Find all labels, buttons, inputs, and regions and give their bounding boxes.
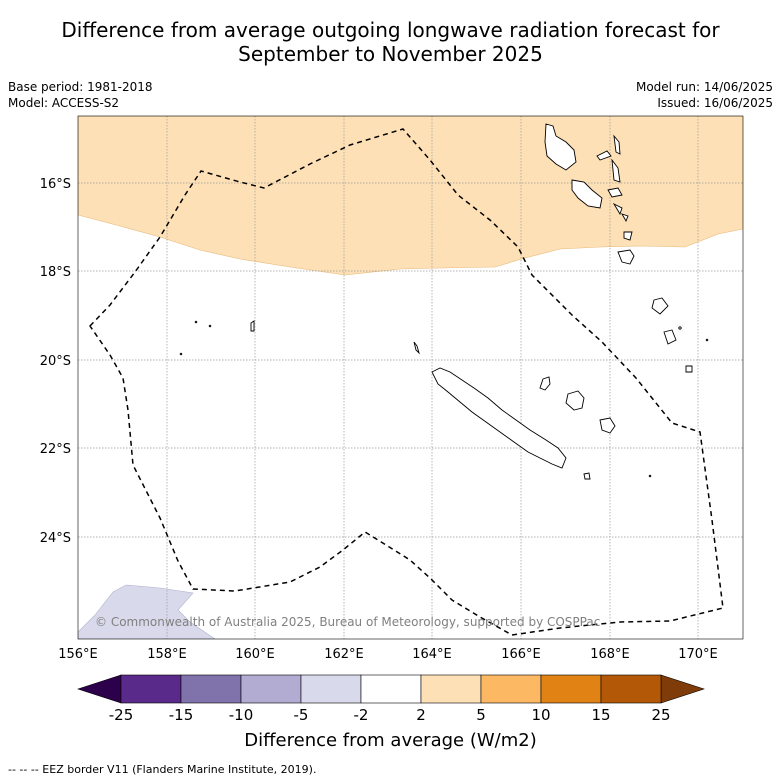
meta-left: Base period: 1981-2018 Model: ACCESS-S2: [8, 79, 153, 111]
colorbar-tick-label: 15: [591, 706, 610, 724]
pentecost-island: [611, 158, 621, 183]
lifou-island: [565, 390, 585, 411]
lat-label: 20°S: [40, 354, 71, 369]
lon-label: 160°E: [235, 647, 275, 662]
ambrym-island: [607, 187, 623, 198]
model-run: Model run: 14/06/2025: [635, 80, 773, 94]
ouvea-island: [539, 376, 551, 391]
lon-label: 162°E: [324, 647, 364, 662]
longitude-labels: 156°E 158°E 160°E 162°E 164°E 166°E 168°…: [58, 647, 718, 662]
lon-label: 164°E: [412, 647, 452, 662]
map-area: © Commonwealth of Australia 2025, Bureau…: [78, 116, 743, 639]
lat-label: 16°S: [40, 177, 71, 192]
copyright-notice: © Commonwealth of Australia 2025, Bureau…: [95, 615, 600, 629]
colorbar-tick-label: -2: [354, 706, 369, 724]
tafea-island: [617, 249, 635, 265]
colorbar-segment: [480, 674, 542, 704]
reef-islet-3: [179, 352, 183, 356]
lat-label: 22°S: [40, 442, 71, 457]
isle-of-pines: [583, 472, 591, 480]
lon-label: 156°E: [58, 647, 98, 662]
colorbar-title: Difference from average (W/m2): [244, 730, 537, 751]
colorbar-tick-label: -15: [169, 706, 194, 724]
colorbar-segment: [600, 674, 662, 704]
belep-islands: [413, 341, 420, 355]
eez-legend-note: -- -- -- EEZ border V11 (Flanders Marine…: [8, 763, 317, 776]
efate-island: [623, 231, 633, 241]
colorbar-tick-label: 25: [651, 706, 670, 724]
chesterfield-island: [250, 320, 255, 332]
walpole-island: [648, 474, 652, 478]
aneityum-island: [685, 365, 693, 373]
graticule: [78, 116, 743, 639]
lon-label: 158°E: [147, 647, 187, 662]
title-line-1: Difference from average outgoing longwav…: [61, 18, 720, 42]
colorbar-segment: [300, 674, 362, 704]
colorbar-segment: [540, 674, 602, 704]
colorbar-over-arrow: [660, 674, 705, 704]
colorbar-tick-label: 2: [416, 706, 426, 724]
ambae-island: [596, 150, 612, 161]
colorbar-tick-label: 5: [476, 706, 486, 724]
hunter-island: [705, 338, 709, 342]
latitude-labels: 16°S 18°S 20°S 22°S 24°S: [40, 177, 71, 546]
coastlines: [179, 123, 709, 480]
lat-label: 18°S: [40, 265, 71, 280]
lon-label: 168°E: [590, 647, 630, 662]
title-line-2: September to November 2025: [238, 42, 543, 66]
reef-islet-1: [194, 320, 198, 324]
reef-islet-2: [208, 324, 212, 328]
epi-island: [612, 202, 623, 216]
shepherd-islands: [621, 213, 629, 223]
colorbar-segment: [360, 674, 422, 704]
colorbar: -25 -15 -10 -5 -2 2 5 10 15 25: [77, 674, 705, 724]
colorbar-tick-label: -25: [109, 706, 134, 724]
colorbar-under-arrow: [77, 674, 122, 704]
colorbar-segment: [240, 674, 302, 704]
lat-label: 24°S: [40, 531, 71, 546]
colorbar-segments: [120, 674, 662, 704]
positive-anomaly-region: [78, 116, 743, 276]
eez-border: [89, 128, 724, 636]
colorbar-segment: [180, 674, 242, 704]
base-period: Base period: 1981-2018: [8, 80, 153, 94]
lon-label: 170°E: [678, 647, 718, 662]
grande-terre-island: [431, 367, 567, 469]
colorbar-segment: [420, 674, 482, 704]
map-title: Difference from average outgoing longwav…: [0, 18, 781, 66]
mare-island: [599, 417, 616, 434]
negative-anomaly-region: [78, 584, 216, 639]
map-frame: [77, 115, 744, 640]
colorbar-tick-label: -5: [294, 706, 309, 724]
meta-right: Model run: 14/06/2025 Issued: 16/06/2025: [636, 79, 773, 111]
tanna-island: [663, 329, 677, 345]
lon-label: 166°E: [501, 647, 541, 662]
malakula-island: [571, 179, 603, 209]
colorbar-segment: [120, 674, 182, 704]
colorbar-tick-labels: -25 -15 -10 -5 -2 2 5 10 15 25: [109, 706, 671, 724]
colorbar-tick-label: -10: [229, 706, 254, 724]
model-name: Model: ACCESS-S2: [8, 96, 120, 110]
colorbar-tick-label: 10: [531, 706, 550, 724]
matthew-island: [678, 326, 682, 330]
erromango-island: [651, 297, 669, 315]
maewo-island: [613, 134, 621, 155]
espiritu-santo-island: [544, 123, 577, 171]
issued-date: Issued: 16/06/2025: [657, 96, 773, 110]
